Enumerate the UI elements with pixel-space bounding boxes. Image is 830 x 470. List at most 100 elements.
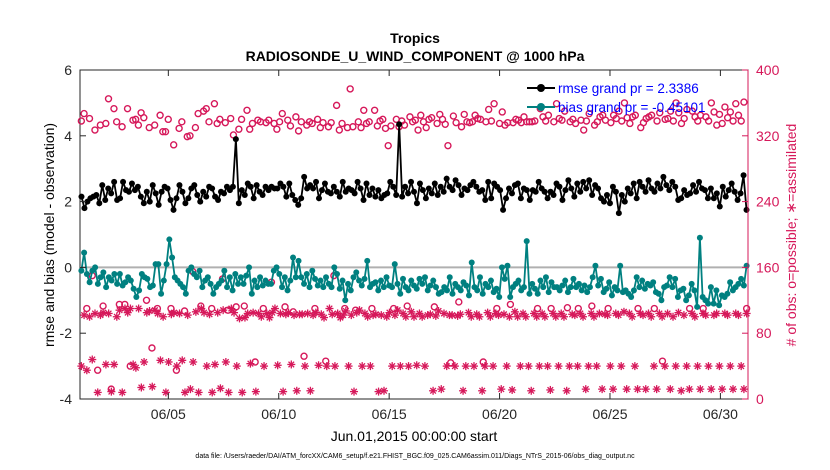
possible-point: [159, 127, 167, 136]
assimilated-point: [633, 385, 642, 394]
assimilated-point: [639, 311, 648, 320]
possible-point: [531, 117, 539, 125]
rmse-point: [321, 180, 328, 187]
legend-rmse-marker: [537, 84, 545, 92]
assimilated-point: [489, 362, 498, 371]
possible-point: [585, 109, 593, 118]
bias-point: [474, 287, 481, 294]
possible-point: [150, 121, 159, 129]
rmse-point: [606, 200, 613, 207]
bias-point: [155, 261, 162, 268]
bias-point: [457, 287, 464, 294]
possible-point: [479, 358, 487, 366]
asterisk-stroke: [574, 362, 581, 370]
rmse-point: [280, 183, 287, 190]
rmse-point: [470, 178, 477, 185]
possible-point: [123, 104, 132, 113]
rmse-point: [669, 178, 676, 185]
asterisk-stroke: [208, 389, 216, 396]
bias-point: [545, 289, 552, 296]
rmse-point: [624, 185, 631, 192]
asterisk-stroke: [500, 311, 508, 318]
rmse-point: [259, 192, 266, 199]
bias-point: [298, 274, 305, 281]
assimilated-point: [311, 308, 320, 317]
possible-point: [414, 126, 422, 134]
asterisk-stroke: [266, 314, 273, 321]
asterisk-stroke: [691, 313, 699, 321]
rmse-point: [128, 180, 135, 187]
bias-point: [207, 280, 214, 287]
rmse-point: [120, 178, 127, 185]
assimilated-point: [276, 309, 285, 318]
assimilated-point: [707, 385, 716, 394]
possible-point: [365, 118, 373, 126]
bias-point: [389, 284, 396, 291]
assimilated-point: [431, 311, 440, 320]
assimilated-point: [306, 386, 315, 395]
possible-point: [322, 357, 330, 365]
bias-point: [705, 300, 712, 307]
asterisk-stroke: [519, 310, 527, 317]
legend-bias-label: bias grand pr = -0.45101: [558, 100, 705, 115]
assimilated-point: [718, 385, 727, 394]
bias-point: [320, 284, 327, 291]
bias-point: [312, 275, 319, 282]
possible-point: [311, 304, 319, 313]
possible-point: [561, 107, 569, 115]
assimilated-point: [649, 362, 658, 371]
bias-point: [707, 284, 714, 291]
asterisk-stroke: [637, 310, 644, 317]
rmse-point: [375, 187, 382, 194]
assimilated-point: [298, 310, 307, 319]
rmse-point: [672, 183, 679, 190]
possible-point: [368, 304, 376, 313]
rmse-point: [191, 182, 198, 189]
bias-point: [688, 280, 695, 287]
asterisk-stroke: [91, 310, 99, 317]
bias-point: [443, 287, 450, 294]
rmse-point: [108, 190, 115, 197]
assimilated-point: [516, 362, 525, 371]
asterisk-stroke: [607, 362, 614, 370]
asterisk-stroke: [568, 311, 576, 318]
bias-point: [309, 267, 316, 274]
asterisk-stroke: [688, 310, 696, 317]
assimilated-point: [669, 312, 678, 321]
possible-point: [284, 116, 292, 124]
bias-point: [476, 274, 483, 281]
rmse-point: [310, 185, 317, 192]
possible-point: [121, 300, 129, 309]
assimilated-point: [90, 309, 99, 318]
possible-point: [191, 123, 200, 132]
bias-point: [235, 280, 242, 287]
assimilated-point: [524, 362, 533, 371]
rmse-point: [351, 190, 358, 197]
asterisk-stroke: [727, 362, 734, 370]
rmse-point: [734, 196, 741, 203]
y-left-tick-label: 4: [64, 128, 72, 144]
possible-point: [715, 110, 724, 119]
bias-point: [259, 282, 266, 289]
rmse-point: [737, 190, 744, 197]
rmse-point: [601, 198, 608, 205]
asterisk-stroke: [148, 383, 156, 390]
asterisk-stroke: [146, 307, 153, 315]
bias-point: [468, 259, 475, 266]
asterisk-stroke: [457, 311, 464, 318]
assimilated-point: [80, 311, 89, 320]
assimilated-point: [410, 312, 418, 321]
asterisk-stroke: [566, 362, 573, 370]
asterisk-stroke: [503, 362, 510, 370]
asterisk-stroke: [476, 313, 483, 321]
rmse-point: [81, 205, 88, 212]
asterisk-stroke: [184, 311, 191, 319]
rmse-point: [164, 185, 171, 192]
rmse-point: [627, 190, 634, 197]
asterisk-stroke: [383, 313, 390, 321]
series-rmse: [78, 121, 750, 217]
possible-point: [357, 123, 365, 132]
asterisk-stroke: [307, 387, 314, 395]
assimilated-point: [145, 306, 154, 315]
bias-point: [314, 282, 321, 289]
